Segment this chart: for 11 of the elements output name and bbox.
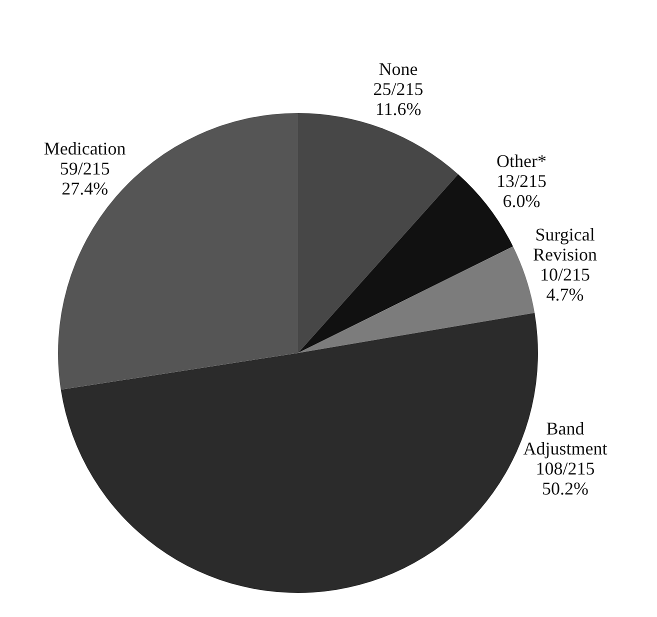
data-label: 13/215 6.0% bbox=[496, 171, 547, 212]
slice-label: Band Adjustment bbox=[523, 418, 608, 458]
data-label: 108/215 50.2% bbox=[536, 458, 595, 498]
slice-label: Medication bbox=[44, 138, 126, 158]
pie-slice bbox=[298, 246, 535, 353]
slice-label: None bbox=[378, 58, 418, 79]
data-label: 25/215 11.6% bbox=[373, 78, 424, 119]
data-label: 59/215 27.4% bbox=[60, 158, 110, 198]
data-label: 10/215 4.7% bbox=[540, 264, 590, 304]
slice-label: Other* bbox=[496, 151, 546, 172]
slice-label: Surgical Revision bbox=[533, 224, 598, 264]
